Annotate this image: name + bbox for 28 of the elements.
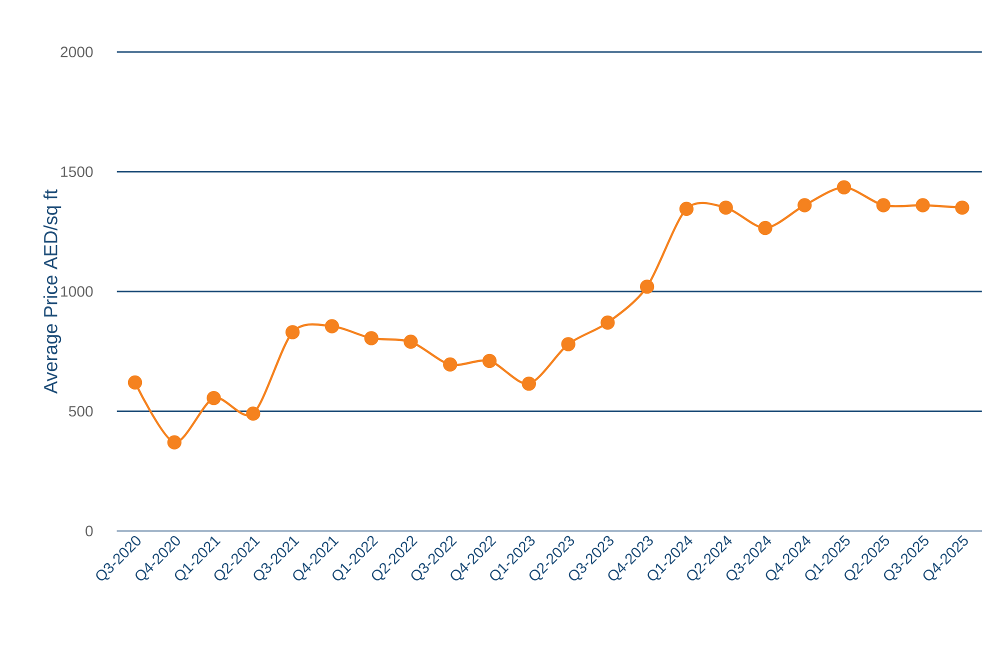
point [167, 435, 182, 450]
y-tick-label: 2000 [60, 46, 93, 58]
point [443, 357, 458, 372]
point [798, 198, 812, 212]
point [600, 316, 615, 330]
point [876, 198, 891, 212]
point [246, 406, 260, 421]
point [718, 200, 733, 215]
point [285, 325, 300, 340]
point [522, 376, 536, 391]
point [640, 280, 654, 294]
point [916, 198, 930, 212]
y-tick-label: 1000 [61, 286, 93, 297]
point [955, 200, 970, 215]
y-tick-label: 500 [68, 406, 93, 417]
point [206, 390, 221, 406]
point [364, 331, 378, 346]
point [836, 180, 852, 194]
point [561, 337, 576, 352]
point [758, 220, 772, 236]
y-tick-label: 0 [86, 526, 93, 536]
point [482, 354, 497, 368]
y-axis-title: Average Price AED/sq ft [43, 189, 62, 394]
point [404, 334, 418, 349]
point [324, 319, 340, 334]
point [128, 375, 142, 390]
y-tick-label: 1500 [61, 166, 93, 178]
point [679, 202, 694, 216]
